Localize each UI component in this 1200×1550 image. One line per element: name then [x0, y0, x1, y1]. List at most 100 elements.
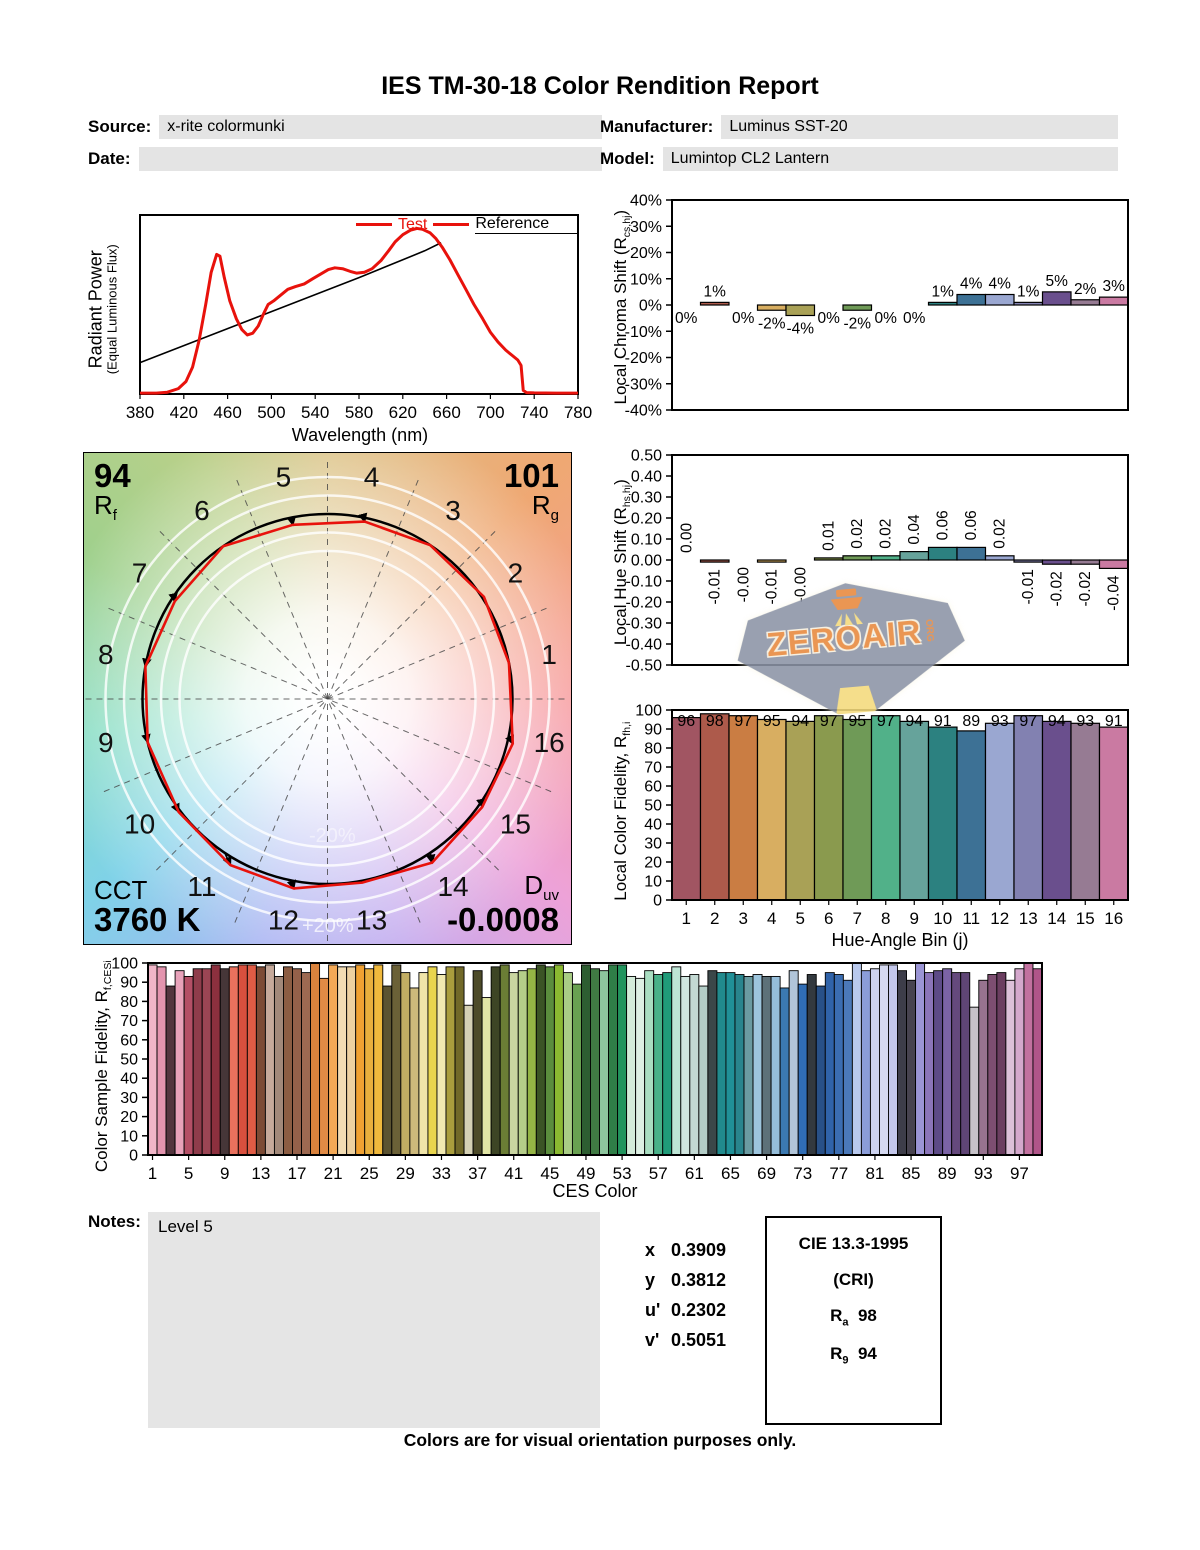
svg-text:0%: 0% — [639, 298, 662, 315]
fid16-x-axis-title: Hue-Angle Bin (j) — [831, 930, 969, 950]
svg-text:77: 77 — [829, 1164, 848, 1183]
svg-text:7: 7 — [853, 909, 862, 928]
svg-text:16: 16 — [534, 727, 565, 758]
cri-r9: R9 94 — [830, 1344, 877, 1367]
svg-text:-0.01: -0.01 — [707, 569, 724, 604]
svg-text:740: 740 — [520, 403, 548, 422]
source-value: x-rite colormunki — [159, 115, 602, 139]
svg-text:4%: 4% — [989, 276, 1012, 293]
svg-text:65: 65 — [721, 1164, 740, 1183]
svg-text:-0.02: -0.02 — [1049, 571, 1066, 606]
svg-text:0.01: 0.01 — [821, 521, 838, 551]
svg-text:-0.01: -0.01 — [764, 569, 781, 604]
svg-text:94: 94 — [1048, 713, 1066, 730]
svg-text:90: 90 — [644, 722, 662, 739]
svg-text:21: 21 — [324, 1164, 343, 1183]
footer-note: Colors are for visual orientation purpos… — [403, 1430, 797, 1450]
svg-text:4: 4 — [767, 909, 776, 928]
cct-readout: CCT 3760 K — [94, 875, 201, 938]
model-value: Lumintop CL2 Lantern — [662, 147, 1118, 171]
svg-text:10%: 10% — [630, 271, 662, 288]
reference-curve — [139, 242, 442, 364]
source-label: Source: — [88, 117, 152, 136]
svg-text:17: 17 — [288, 1164, 307, 1183]
svg-text:93: 93 — [974, 1164, 993, 1183]
svg-text:13: 13 — [1019, 909, 1038, 928]
svg-text:91: 91 — [934, 713, 952, 730]
svg-text:1%: 1% — [704, 283, 727, 300]
svg-text:16: 16 — [1104, 909, 1123, 928]
manufacturer-label: Manufacturer: — [600, 117, 714, 136]
svg-text:2: 2 — [508, 557, 524, 588]
value-labels: 96 98 97 95 94 97 95 97 94 91 89 93 97 94 93 91 — [677, 713, 1122, 730]
svg-text:1%: 1% — [1017, 283, 1040, 300]
svg-text:-2%: -2% — [843, 315, 871, 332]
svg-text:-0.40: -0.40 — [626, 637, 663, 654]
svg-text:620: 620 — [389, 403, 417, 422]
svg-text:-30%: -30% — [625, 376, 662, 393]
svg-text:98: 98 — [706, 713, 724, 730]
svg-text:6: 6 — [194, 495, 210, 526]
svg-text:-0.10: -0.10 — [626, 574, 663, 591]
svg-text:8: 8 — [98, 639, 114, 670]
manufacturer-field: Manufacturer: Luminus SST-20 — [600, 115, 1118, 139]
svg-text:1: 1 — [682, 909, 691, 928]
svg-text:10: 10 — [933, 909, 952, 928]
svg-text:40%: 40% — [630, 193, 662, 210]
svg-text:0%: 0% — [818, 310, 841, 327]
svg-text:9: 9 — [910, 909, 919, 928]
inner-ring-label: -20% — [309, 825, 356, 847]
flashlight-icon — [732, 577, 963, 637]
svg-text:95: 95 — [848, 713, 866, 730]
svg-text:0.10: 0.10 — [631, 532, 662, 549]
svg-text:6: 6 — [824, 909, 833, 928]
svg-text:85: 85 — [902, 1164, 921, 1183]
svg-text:40: 40 — [644, 817, 662, 834]
ces-y-axis-title: Color Sample Fidelity, Rf,CESi — [91, 960, 115, 1173]
svg-text:0.06: 0.06 — [963, 510, 980, 540]
svg-text:-0.30: -0.30 — [626, 616, 663, 633]
model-field: Model: Lumintop CL2 Lantern — [600, 147, 1118, 171]
svg-text:50: 50 — [120, 1052, 138, 1069]
svg-text:4: 4 — [364, 461, 380, 492]
chroma-y-axis-title: Local Chroma Shift (Rcs,hj) — [610, 209, 634, 405]
svg-text:-40%: -40% — [625, 403, 662, 420]
svg-text:100: 100 — [635, 703, 662, 720]
spd-legend: Test Reference — [350, 215, 578, 234]
rf-readout: 94 Rf — [94, 457, 131, 525]
svg-text:30: 30 — [644, 836, 662, 853]
cri-title: CIE 13.3-1995 — [798, 1234, 909, 1253]
chromaticity-v: v' 0.5051 — [645, 1330, 727, 1350]
svg-text:50: 50 — [644, 798, 662, 815]
svg-text:40: 40 — [120, 1071, 138, 1088]
svg-text:97: 97 — [1019, 713, 1037, 730]
svg-text:14: 14 — [437, 871, 468, 902]
svg-text:12: 12 — [990, 909, 1009, 928]
svg-text:33: 33 — [432, 1164, 451, 1183]
svg-text:580: 580 — [345, 403, 373, 422]
zeroair-watermark: ZEROAIR ORG — [732, 573, 970, 722]
svg-text:0%: 0% — [732, 310, 755, 327]
svg-text:45: 45 — [540, 1164, 559, 1183]
svg-text:4%: 4% — [960, 276, 983, 293]
cri-subtitle: (CRI) — [833, 1270, 874, 1289]
local-chroma-shift-chart: Local Chroma Shift (Rcs,hj) 40% 30% 20% 10%… — [600, 188, 1148, 430]
svg-text:-2%: -2% — [758, 315, 786, 332]
svg-text:20: 20 — [120, 1109, 138, 1126]
svg-text:0.00: 0.00 — [631, 553, 662, 570]
watermark-suffix: ORG — [922, 618, 936, 643]
svg-text:97: 97 — [734, 713, 752, 730]
test-gamut-polygon — [144, 520, 515, 890]
svg-text:1%: 1% — [932, 283, 955, 300]
bars — [147, 962, 1043, 1156]
color-vector-graphic: 1 2 3 4 5 6 7 8 9 10 11 12 13 14 15 16 94 Rf 101 Rg CCT… — [83, 452, 572, 945]
svg-text:0.02: 0.02 — [992, 519, 1009, 549]
svg-text:-0.50: -0.50 — [626, 658, 663, 675]
svg-text:3: 3 — [739, 909, 748, 928]
hue-shift-plot: 0.50 0.40 0.30 0.20 0.10 0.00 -0.10 -0.20 -0.30 -… — [626, 448, 1129, 675]
svg-text:61: 61 — [685, 1164, 704, 1183]
svg-text:97: 97 — [877, 713, 895, 730]
svg-text:29: 29 — [396, 1164, 415, 1183]
source-field: Source: x-rite colormunki — [88, 115, 602, 139]
svg-text:-10%: -10% — [625, 324, 662, 341]
